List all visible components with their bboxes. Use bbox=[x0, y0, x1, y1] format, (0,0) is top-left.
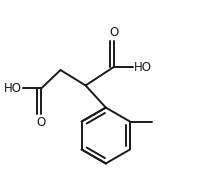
Text: HO: HO bbox=[4, 82, 22, 95]
Text: O: O bbox=[109, 26, 118, 39]
Text: O: O bbox=[37, 116, 46, 129]
Text: HO: HO bbox=[134, 61, 152, 74]
